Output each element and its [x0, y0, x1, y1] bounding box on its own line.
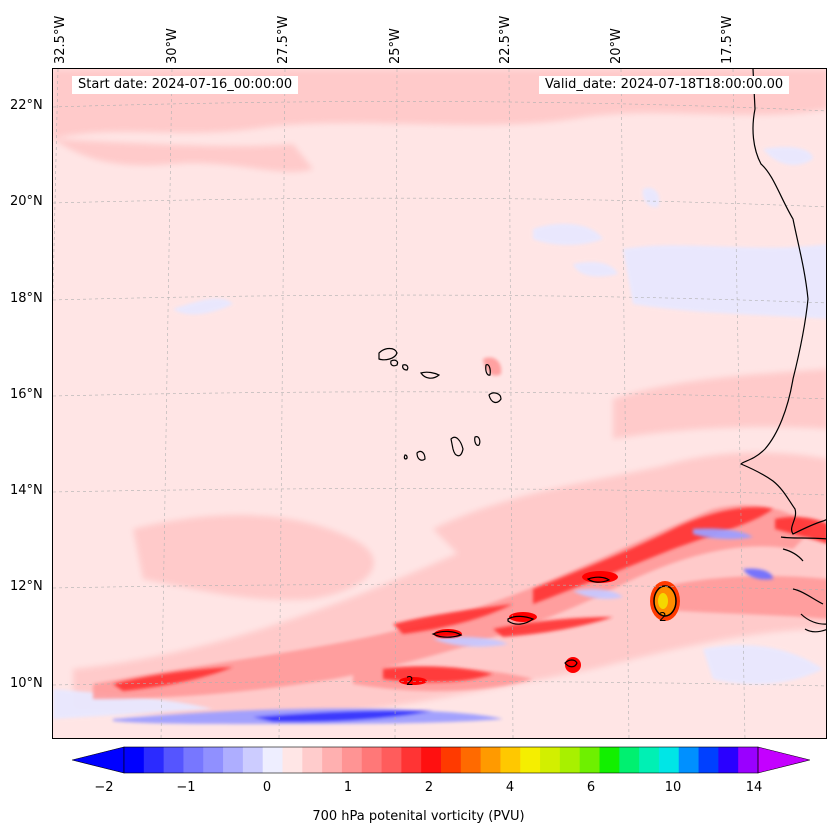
colorbar-tick-label: 0	[262, 780, 272, 795]
colorbar-segment	[738, 747, 759, 773]
colorbar-segment	[639, 747, 660, 773]
colorbar-segment	[658, 747, 680, 773]
lon-label-25w: 25°W	[388, 28, 403, 64]
colorbar-tick-label: 1	[343, 780, 353, 795]
colorbar-segment	[361, 747, 383, 773]
lon-label-30w: 30°W	[165, 28, 180, 64]
colorbar-segment	[441, 747, 462, 773]
colorbar-segment	[282, 747, 303, 773]
colorbar-segment	[143, 747, 165, 773]
cape-verde-islands	[378, 347, 502, 461]
pv-field-light-pink	[53, 69, 826, 721]
colorbar-segment	[520, 747, 541, 773]
lon-label-17-5w: 17.5°W	[720, 15, 735, 64]
colorbar-segment	[678, 747, 700, 773]
colorbar-segment	[322, 747, 343, 773]
colorbar-segment	[579, 747, 600, 773]
lat-label-18n: 18°N	[10, 291, 43, 306]
pv-field-blue	[113, 528, 773, 724]
colorbar-tick-label: 2	[424, 780, 434, 795]
colorbar-segment	[183, 747, 204, 773]
colorbar-tick-label: −2	[94, 780, 114, 795]
lat-label-20n: 20°N	[10, 194, 43, 209]
colorbar-label: 700 hPa potenital vorticity (PVU)	[312, 809, 525, 824]
colorbar-segment	[421, 747, 442, 773]
lat-label-16n: 16°N	[10, 387, 43, 402]
lon-label-27-5w: 27.5°W	[276, 15, 291, 64]
colorbar-segment	[223, 747, 244, 773]
colorbar-segment	[341, 747, 363, 773]
colorbar	[72, 746, 810, 774]
pv-field-light-blue	[53, 147, 826, 719]
lon-label-32-5w: 32.5°W	[53, 15, 68, 64]
valid-date-label: Valid_date: 2024-07-18T18:00:00.00	[539, 76, 790, 94]
lon-label-20w: 20°W	[609, 28, 624, 64]
graticule	[53, 69, 826, 738]
contour-label-2-east: 2	[659, 610, 667, 624]
colorbar-tick-label: 4	[505, 780, 515, 795]
colorbar-segment	[242, 747, 264, 773]
colorbar-segment	[381, 747, 402, 773]
africa-coastline	[740, 69, 826, 633]
colorbar-segment	[262, 747, 283, 773]
colorbar-segment	[401, 747, 422, 773]
lat-label-12n: 12°N	[10, 579, 43, 594]
colorbar-segment	[698, 747, 719, 773]
colorbar-segment	[203, 747, 224, 773]
lon-label-22-5w: 22.5°W	[498, 15, 513, 64]
start-date-label: Start date: 2024-07-16_00:00:00	[72, 76, 299, 94]
pv-contour-map: 2 2	[53, 69, 826, 738]
colorbar-segment	[540, 747, 561, 773]
colorbar-extend-low	[72, 746, 125, 774]
colorbar-tick-label: 6	[586, 780, 596, 795]
pv-field-orange-core	[650, 581, 680, 621]
lat-label-10n: 10°N	[10, 676, 43, 691]
map-panel[interactable]: 2 2	[52, 68, 827, 739]
colorbar-segment	[302, 747, 323, 773]
colorbar-segment	[460, 747, 482, 773]
colorbar-segment	[124, 747, 145, 773]
colorbar-segment	[163, 747, 184, 773]
colorbar-segment	[619, 747, 640, 773]
lat-label-22n: 22°N	[10, 98, 43, 113]
colorbar-segment	[559, 747, 581, 773]
lat-label-14n: 14°N	[10, 483, 43, 498]
colorbar-segment	[480, 747, 501, 773]
colorbar-tick-label: −1	[176, 780, 196, 795]
colorbar-segment	[599, 747, 620, 773]
colorbar-tick-label: 10	[664, 780, 682, 795]
pv-2-contours	[431, 576, 611, 668]
contour-label-2-west: 2	[406, 674, 414, 688]
colorbar-outline	[123, 746, 759, 774]
colorbar-segment	[718, 747, 739, 773]
colorbar-tick-label: 14	[745, 780, 763, 795]
colorbar-segment	[500, 747, 521, 773]
colorbar-extend-high	[757, 746, 810, 774]
